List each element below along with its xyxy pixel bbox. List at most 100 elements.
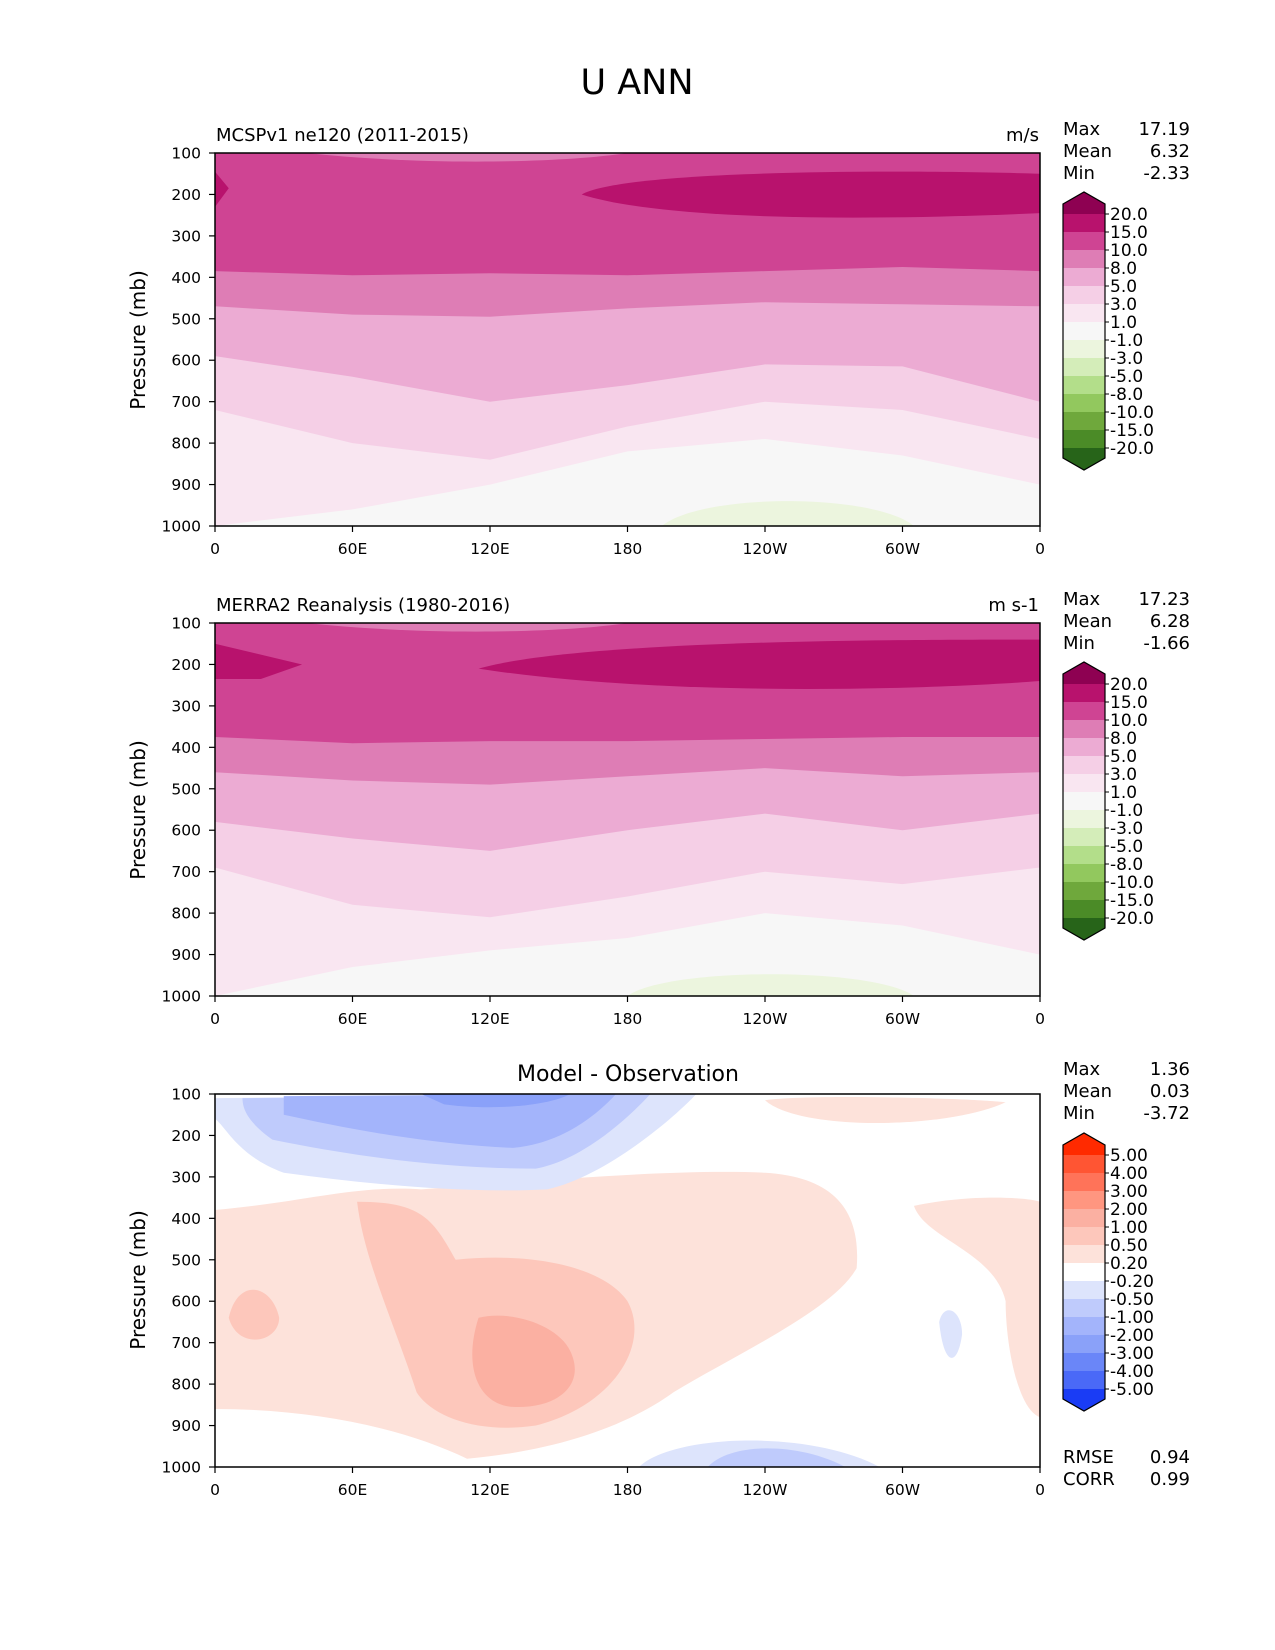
x-tick-label: 60W [885,1481,920,1499]
colorbar-label: -10.0 [1110,403,1154,423]
colorbar-label: 3.0 [1110,765,1137,785]
panel-diff: Model - Observation Pressure (mb) 100 200… [126,1059,1190,1499]
panel-diff-title: Model - Observation [517,1062,739,1087]
jet-core-west [215,643,303,679]
x-tick-label: 60E [338,540,368,558]
negative-anomaly-max [421,1094,571,1108]
stat-label-min: Min [1063,163,1095,184]
panel-obs: MERRA2 Reanalysis (1980-2016) m s-1 Pres… [126,589,1190,1028]
colorbar-segment [1063,1263,1105,1282]
positive-anomaly-upper-east [765,1097,1006,1124]
y-tick-label: 900 [171,476,201,494]
stat-value-mean: 0.03 [1150,1081,1190,1102]
colorbar-label: 15.0 [1110,223,1148,243]
colorbar-label: 5.00 [1110,1146,1148,1166]
colorbar-segment [1063,900,1105,919]
colorbar-label: 1.00 [1110,1218,1148,1238]
colorbar-extend-min [1063,1389,1105,1411]
x-tick-label: 120E [470,540,509,558]
panel-diff-metrics: RMSE 0.94 CORR 0.99 [1063,1447,1190,1490]
colorbar-segment [1063,394,1105,413]
colorbar-label: 5.0 [1110,747,1137,767]
x-tick-label: 120E [470,1481,509,1499]
x-tick-label: 180 [613,540,643,558]
y-tick-label: 900 [171,1417,201,1435]
x-tick-label: 0 [1035,540,1045,558]
y-tick-label: 700 [171,863,201,881]
negative-anomaly-east-blob [939,1310,963,1358]
colorbar-segment [1063,250,1105,269]
y-tick-label: 200 [171,656,201,674]
colorbar-label: -15.0 [1110,421,1154,441]
colorbar-segment [1063,828,1105,847]
panel-model-ylabel: Pressure (mb) [126,270,150,410]
colorbar-label: -0.20 [1110,1272,1154,1292]
panel-diff-colorbar: 5.004.003.002.001.000.500.20-0.20-0.50-1… [1062,1132,1154,1412]
y-tick-label: 400 [171,739,201,757]
panel-diff-stats: Max 1.36 Mean 0.03 Min -3.72 [1063,1059,1190,1124]
colorbar-label: -1.0 [1110,801,1143,821]
colorbar-label: -3.0 [1110,349,1143,369]
colorbar-label: 3.0 [1110,295,1137,315]
colorbar-segment [1063,756,1105,775]
x-tick-label: 0 [210,1481,220,1499]
colorbar-segment [1063,738,1105,757]
colorbar-segment [1063,792,1105,811]
colorbar-segment [1063,1155,1105,1174]
colorbar-segment [1063,358,1105,377]
panel-model-units: m/s [1006,125,1039,146]
y-tick-label: 800 [171,905,201,923]
y-tick-label: 300 [171,697,201,715]
metric-label-rmse: RMSE [1063,1447,1114,1468]
panel-diff-field [215,1094,1040,1467]
colorbar-segment [1063,702,1105,721]
stat-value-max: 1.36 [1150,1059,1190,1080]
colorbar-segment [1063,882,1105,901]
colorbar-label: 8.0 [1110,729,1137,749]
colorbar-segment [1063,322,1105,341]
weak-easterly-region [661,501,914,526]
colorbar-label: 0.50 [1110,1236,1148,1256]
colorbar-segment [1063,340,1105,359]
colorbar-segment [1063,684,1105,703]
positive-anomaly-moderate-west [228,1289,280,1340]
colorbar-label: 20.0 [1110,205,1148,225]
x-tick-label: 180 [613,1010,643,1028]
colorbar-label: -5.0 [1110,367,1143,387]
stat-value-max: 17.19 [1138,119,1190,140]
jet-core-west [215,171,229,207]
colorbar-extend-max [1063,192,1105,214]
colorbar-label: 10.0 [1110,241,1148,261]
panel-model: MCSPv1 ne120 (2011-2015) m/s Pressure (m… [126,119,1190,558]
metric-value-rmse: 0.94 [1150,1447,1190,1468]
x-tick-label: 60W [885,1010,920,1028]
stat-value-min: -3.72 [1143,1103,1190,1124]
y-tick-label: 600 [171,352,201,370]
colorbar-outline [1062,191,1106,471]
y-tick-label: 300 [171,227,201,245]
colorbar-segment [1063,846,1105,865]
stat-value-min: -2.33 [1143,163,1190,184]
panel-obs-x-axis: 0 60E 120E 180 120W 60W 0 [210,996,1045,1028]
y-tick-label: 1000 [162,988,201,1006]
panel-diff-x-axis: 0 60E 120E 180 120W 60W 0 [210,1467,1045,1499]
y-tick-label: 900 [171,946,201,964]
colorbar-label: -1.0 [1110,331,1143,351]
stat-value-mean: 6.32 [1150,141,1190,162]
y-tick-label: 800 [171,435,201,453]
panel-obs-y-axis: 100 200 300 400 500 600 700 800 900 1000 [162,615,215,1006]
colorbar-segment [1063,1245,1105,1264]
colorbar-label: -1.00 [1110,1308,1154,1328]
colorbar-segment [1063,1173,1105,1192]
colorbar-segment [1063,1227,1105,1246]
y-tick-label: 500 [171,780,201,798]
x-tick-label: 180 [613,1481,643,1499]
y-tick-label: 400 [171,269,201,287]
stat-label-mean: Mean [1063,1081,1112,1102]
negative-anomaly-surface-core [707,1448,846,1467]
y-tick-label: 100 [171,1086,201,1104]
y-tick-label: 400 [171,1210,201,1228]
panel-model-colorbar: 20.015.010.08.05.03.01.0-1.0-3.0-5.0-8.0… [1062,191,1154,471]
y-tick-label: 500 [171,1251,201,1269]
stat-label-max: Max [1063,119,1101,140]
